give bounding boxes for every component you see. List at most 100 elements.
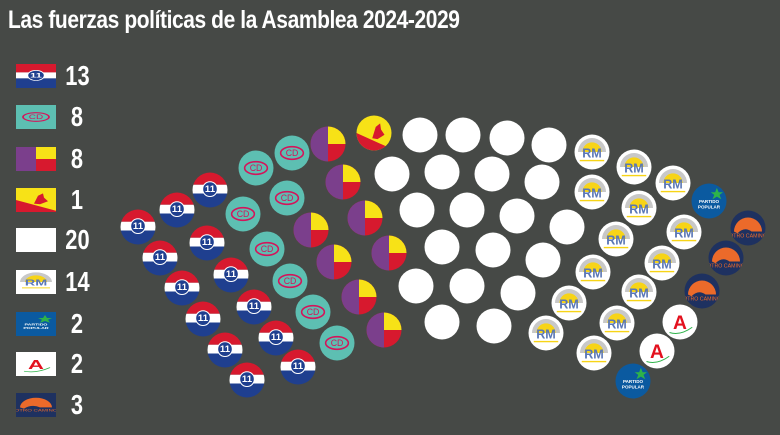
svg-text:11: 11 bbox=[172, 204, 183, 215]
seat-cd: CD bbox=[295, 294, 331, 330]
svg-text:RM: RM bbox=[536, 327, 556, 341]
seat-cd: CD bbox=[249, 231, 285, 267]
svg-text:11: 11 bbox=[242, 374, 253, 385]
seat-independent bbox=[445, 117, 481, 153]
svg-text:OTRO CAMINO: OTRO CAMINO bbox=[729, 234, 767, 240]
legend-count-pp: 2 bbox=[70, 308, 84, 339]
svg-text:A: A bbox=[28, 357, 44, 372]
svg-text:11: 11 bbox=[202, 237, 213, 248]
seat-prd: 11 bbox=[229, 362, 265, 398]
svg-text:RM: RM bbox=[584, 347, 604, 361]
seat-independent bbox=[476, 308, 512, 344]
seat-prd: 11 bbox=[164, 270, 200, 306]
legend-flag-prd: 11 bbox=[16, 64, 56, 88]
svg-text:POPULAR: POPULAR bbox=[622, 384, 645, 389]
seat-rm: RM bbox=[574, 174, 610, 210]
svg-text:CD: CD bbox=[286, 148, 299, 158]
seat-rm: RM bbox=[644, 245, 680, 281]
seat-cd: CD bbox=[225, 196, 261, 232]
seat-independent bbox=[424, 154, 460, 190]
seat-cd: CD bbox=[272, 263, 308, 299]
seat-prd: 11 bbox=[192, 172, 228, 208]
seat-prd: 11 bbox=[159, 192, 195, 228]
seat-prd: 11 bbox=[185, 301, 221, 337]
seat-rm: RM bbox=[666, 214, 702, 250]
svg-text:OTRO CAMINO: OTRO CAMINO bbox=[16, 409, 56, 413]
svg-text:PARTIDO: PARTIDO bbox=[623, 379, 644, 384]
seat-rm: RM bbox=[575, 254, 611, 290]
svg-text:11: 11 bbox=[198, 313, 209, 324]
legend-flag-molirena bbox=[16, 188, 56, 212]
seat-rm: RM bbox=[576, 335, 612, 371]
seat-rm: RM bbox=[621, 274, 657, 310]
chart-title: Las fuerzas políticas de la Asamblea 202… bbox=[8, 6, 460, 34]
svg-text:PARTIDO: PARTIDO bbox=[25, 323, 49, 327]
svg-text:CD: CD bbox=[261, 244, 274, 254]
legend-flag-otrocamino: OTRO CAMINO bbox=[16, 393, 56, 417]
svg-text:11: 11 bbox=[226, 269, 237, 280]
svg-text:A: A bbox=[673, 313, 687, 334]
seat-seguimos bbox=[341, 279, 377, 315]
seat-independent bbox=[525, 242, 561, 278]
svg-text:POPULAR: POPULAR bbox=[23, 326, 48, 330]
seat-cd: CD bbox=[319, 325, 355, 361]
seat-cd: CD bbox=[269, 180, 305, 216]
legend-count-rm: 14 bbox=[65, 266, 90, 297]
seat-rm: RM bbox=[598, 221, 634, 257]
seat-independent bbox=[402, 117, 438, 153]
seat-otrocamino: OTRO CAMINO bbox=[708, 240, 744, 276]
seat-independent bbox=[524, 164, 560, 200]
legend-count-prd: 13 bbox=[65, 60, 90, 91]
svg-text:RM: RM bbox=[652, 257, 672, 271]
svg-text:RM: RM bbox=[582, 186, 602, 200]
seat-independent bbox=[475, 232, 511, 268]
seat-prd: 11 bbox=[207, 332, 243, 368]
svg-text:RM: RM bbox=[559, 297, 579, 311]
seat-prd: 11 bbox=[142, 240, 178, 276]
svg-text:11: 11 bbox=[177, 282, 188, 293]
seat-otrocamino: OTRO CAMINO bbox=[729, 210, 767, 246]
svg-text:11: 11 bbox=[293, 361, 304, 372]
seat-cd: CD bbox=[274, 135, 310, 171]
seat-seguimos bbox=[316, 244, 352, 280]
seat-rm: RM bbox=[574, 134, 610, 170]
seat-seguimos bbox=[293, 212, 329, 248]
legend-flag-alianza: A bbox=[16, 352, 56, 376]
seat-seguimos bbox=[310, 126, 346, 162]
seat-molirena bbox=[356, 115, 392, 151]
seat-pp: PARTIDOPOPULAR bbox=[615, 363, 651, 399]
legend-flag-pp: PARTIDOPOPULAR bbox=[16, 312, 56, 336]
seat-rm: RM bbox=[621, 190, 657, 226]
svg-text:RM: RM bbox=[607, 317, 627, 331]
svg-text:RM: RM bbox=[582, 146, 602, 160]
seat-rm: RM bbox=[655, 165, 691, 201]
seat-independent bbox=[424, 229, 460, 265]
svg-text:11: 11 bbox=[220, 344, 231, 355]
seat-independent bbox=[474, 156, 510, 192]
seat-independent bbox=[449, 268, 485, 304]
seat-seguimos bbox=[366, 312, 402, 348]
legend-flag-independent bbox=[16, 228, 56, 252]
seat-independent bbox=[449, 192, 485, 228]
svg-text:11: 11 bbox=[133, 221, 144, 232]
svg-text:RM: RM bbox=[629, 202, 649, 216]
svg-text:11: 11 bbox=[249, 301, 260, 312]
svg-text:OTRO CAMINO: OTRO CAMINO bbox=[683, 297, 721, 303]
svg-text:POPULAR: POPULAR bbox=[698, 204, 721, 209]
svg-text:PARTIDO: PARTIDO bbox=[699, 199, 720, 204]
svg-text:CD: CD bbox=[29, 114, 43, 121]
seat-independent bbox=[500, 275, 536, 311]
seat-rm: RM bbox=[616, 149, 652, 185]
seat-independent bbox=[549, 209, 585, 245]
svg-text:RM: RM bbox=[663, 177, 683, 191]
legend-count-molirena: 1 bbox=[70, 184, 84, 215]
legend-flag-rm: RM bbox=[16, 270, 56, 294]
svg-text:RM: RM bbox=[624, 161, 644, 175]
svg-text:CD: CD bbox=[284, 276, 297, 286]
seat-independent bbox=[398, 268, 434, 304]
svg-text:RM: RM bbox=[606, 233, 626, 247]
seat-prd: 11 bbox=[213, 257, 249, 293]
svg-text:11: 11 bbox=[271, 332, 282, 343]
svg-text:CD: CD bbox=[250, 163, 263, 173]
seat-independent bbox=[424, 304, 460, 340]
